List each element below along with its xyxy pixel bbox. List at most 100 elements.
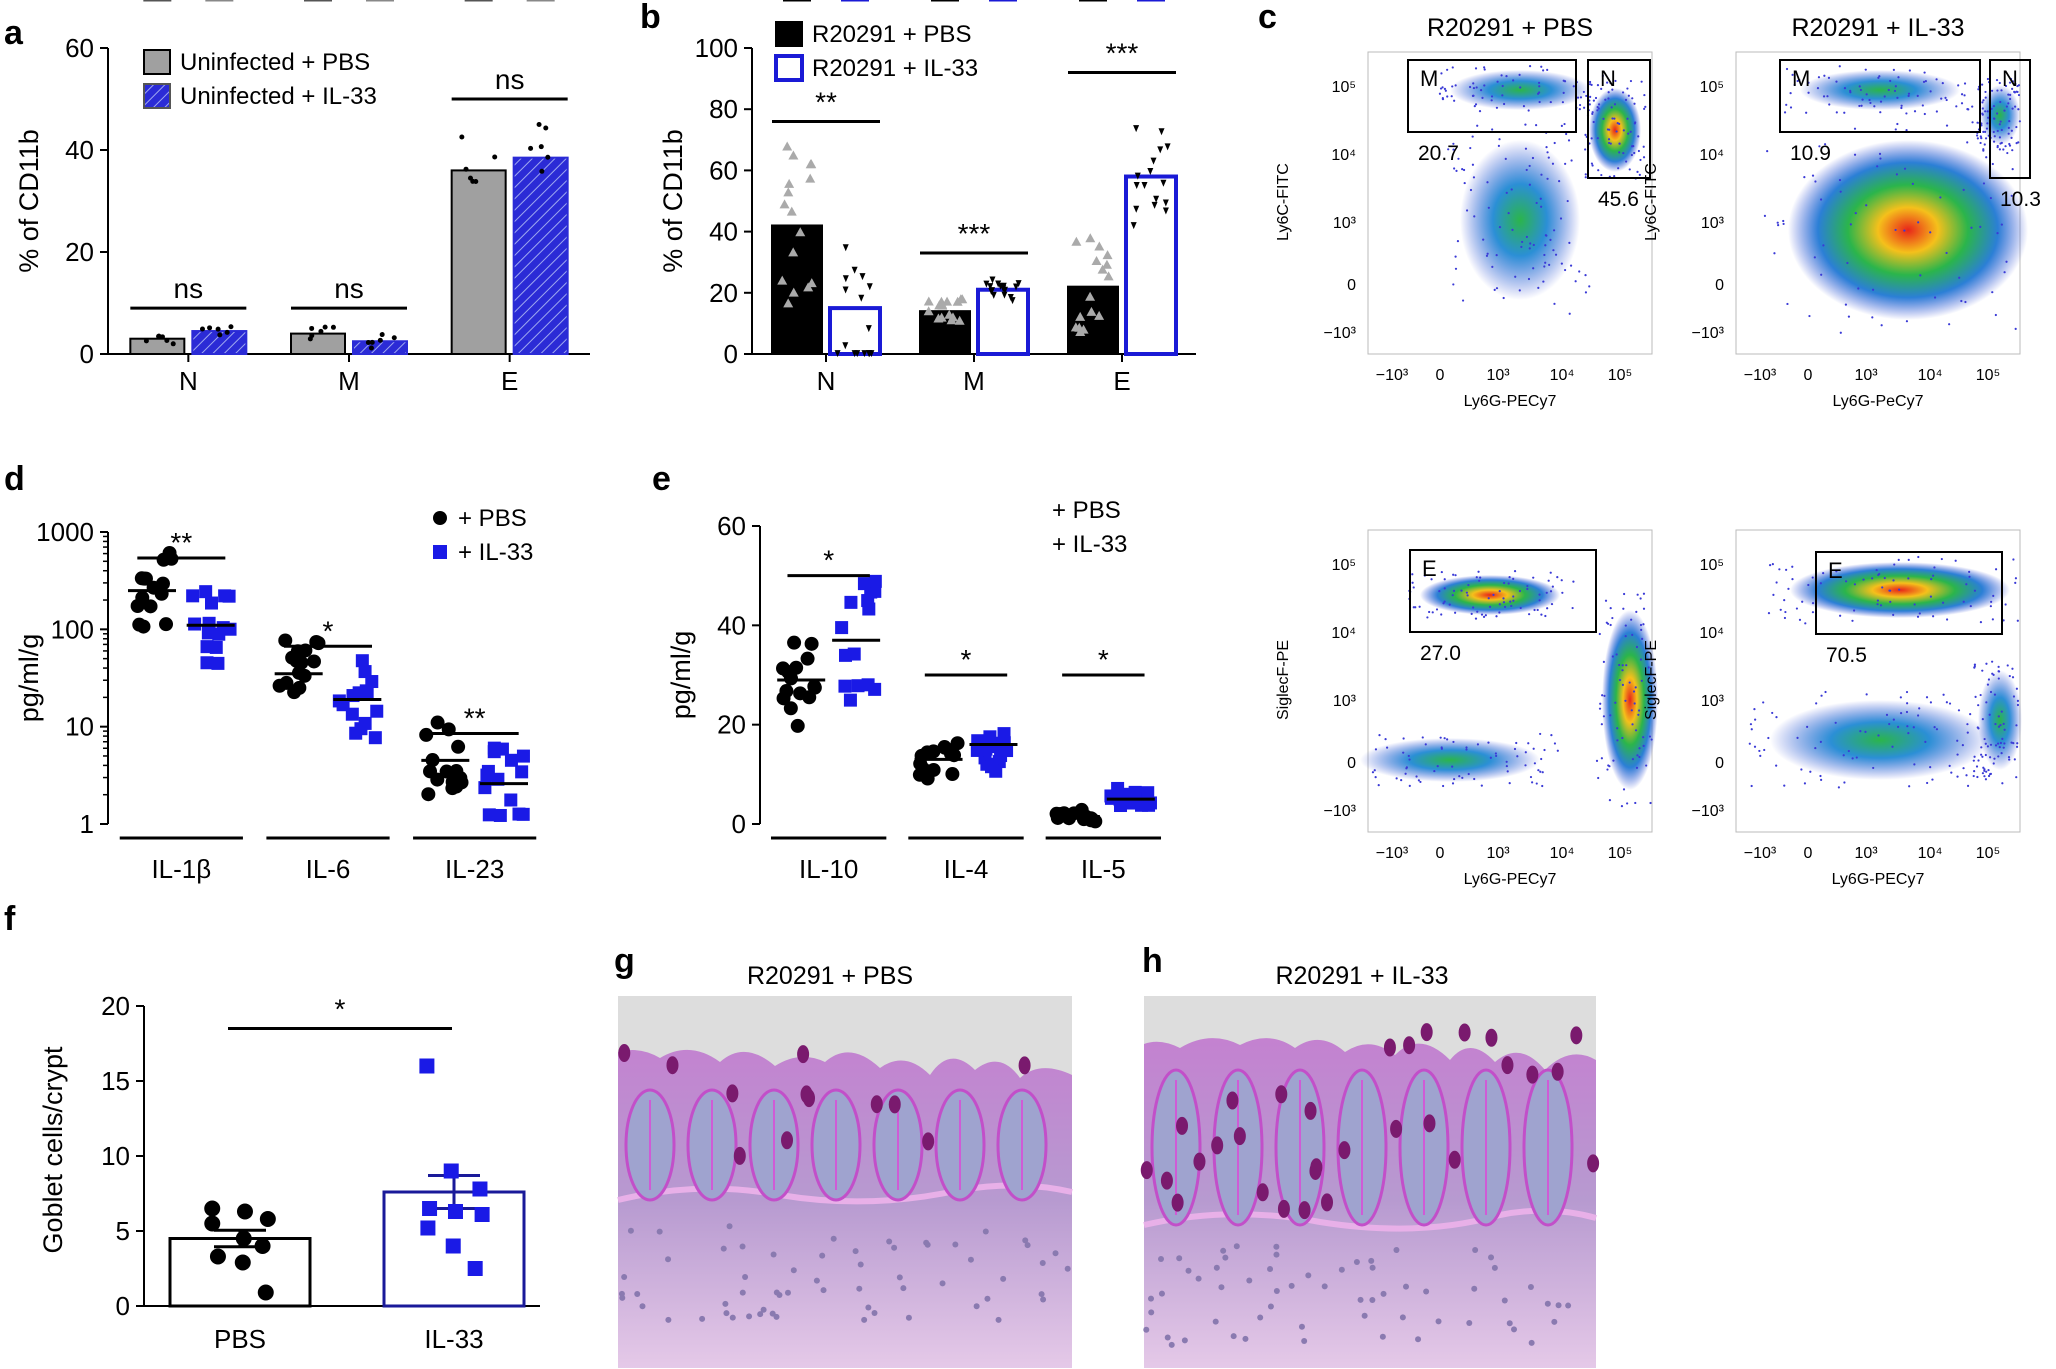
- event-dot: [1495, 254, 1498, 257]
- event-dot: [1754, 718, 1757, 721]
- event-dot: [1570, 159, 1573, 162]
- event-dot: [2004, 603, 2007, 606]
- event-dot: [1638, 747, 1641, 750]
- nucleus: [1176, 1255, 1183, 1262]
- event-dot: [1446, 738, 1449, 741]
- data-point: [355, 654, 369, 668]
- event-dot: [1783, 616, 1787, 620]
- event-dot: [1753, 745, 1757, 748]
- data-point: [467, 1261, 483, 1276]
- event-dot: [1808, 314, 1811, 318]
- data-point: [345, 707, 359, 721]
- event-dot: [1374, 776, 1377, 779]
- event-dot: [1513, 570, 1517, 573]
- event-dot: [1472, 86, 1476, 90]
- category-label: E: [501, 366, 518, 396]
- event-dot: [1526, 584, 1529, 588]
- data-point: [228, 324, 234, 330]
- event-dot: [1472, 606, 1475, 609]
- nucleus: [665, 1256, 672, 1263]
- data-point: [866, 283, 873, 291]
- nucleus: [813, 1277, 820, 1284]
- event-dot: [1893, 563, 1896, 566]
- event-dot: [1508, 576, 1511, 579]
- nucleus: [1357, 1296, 1364, 1303]
- event-dot: [1957, 84, 1960, 87]
- event-dot: [1807, 81, 1810, 84]
- event-dot: [1750, 728, 1753, 731]
- event-dot: [1510, 604, 1513, 608]
- event-dot: [1524, 147, 1528, 150]
- data-point: [528, 145, 534, 151]
- event-dot: [1466, 594, 1469, 597]
- data-point: [851, 266, 858, 274]
- event-dot: [1789, 91, 1792, 95]
- data-point: [493, 808, 507, 822]
- legend-label: + IL-33: [1052, 531, 1127, 558]
- data-point: [358, 665, 372, 679]
- event-dot: [1622, 788, 1626, 791]
- event-dot: [1456, 240, 1460, 243]
- nucleus: [699, 1315, 706, 1322]
- event-dot: [1945, 618, 1949, 621]
- event-dot: [1624, 634, 1627, 638]
- event-dot: [2010, 741, 2013, 744]
- data-point: [793, 686, 808, 701]
- data-point: [391, 335, 397, 341]
- event-dot: [1635, 610, 1638, 613]
- event-dot: [1916, 94, 1919, 97]
- event-dot: [1511, 228, 1514, 232]
- event-dot: [1512, 599, 1515, 602]
- event-dot: [2007, 755, 2011, 759]
- event-dot: [1450, 95, 1453, 98]
- event-dot: [1606, 128, 1610, 131]
- event-dot: [1925, 696, 1929, 699]
- event-dot: [1889, 600, 1892, 603]
- bar: [512, 156, 569, 355]
- event-dot: [1631, 758, 1635, 761]
- event-dot: [2008, 81, 2012, 84]
- panel-d-label: d: [4, 460, 25, 498]
- event-dot: [1501, 94, 1504, 97]
- goblet-cell: [1211, 1136, 1224, 1155]
- nucleus: [1353, 1259, 1360, 1266]
- data-point: [224, 329, 230, 335]
- event-dot: [1997, 677, 2000, 680]
- event-dot: [1633, 702, 1636, 705]
- panel-g-title: R20291 + PBS: [747, 962, 913, 990]
- event-dot: [1979, 135, 1982, 138]
- data-point: [143, 338, 149, 344]
- data-point: [330, 324, 336, 330]
- cell-density: [1770, 700, 1990, 780]
- event-dot: [1979, 621, 1983, 624]
- event-dot: [2015, 687, 2018, 690]
- event-dot: [1807, 91, 1810, 94]
- event-dot: [1811, 576, 1814, 579]
- event-dot: [1998, 123, 2001, 126]
- legend-label: + IL-33: [458, 539, 533, 566]
- event-dot: [1454, 255, 1457, 258]
- category-label: E: [1113, 366, 1130, 396]
- event-dot: [1548, 263, 1551, 266]
- panel-c-flow-plots: M 20.7 N 45.6 10⁵ 10⁴ 10³ 0 −10³ −10³ 0 10³ 10⁴ 10⁵ Ly…: [1275, 14, 2041, 888]
- goblet-cell: [1277, 1199, 1290, 1218]
- event-dot: [1822, 95, 1826, 98]
- event-dot: [1983, 737, 1986, 741]
- event-dot: [1804, 622, 1807, 625]
- event-dot: [1973, 589, 1977, 592]
- event-dot: [1932, 574, 1935, 577]
- event-dot: [1412, 586, 1415, 589]
- event-dot: [1759, 754, 1762, 757]
- event-dot: [1826, 95, 1829, 98]
- event-dot: [2012, 742, 2015, 745]
- event-dot: [1984, 742, 1987, 745]
- event-dot: [1531, 781, 1534, 784]
- event-dot: [1985, 701, 1988, 704]
- event-dot: [1537, 81, 1541, 84]
- event-dot: [1596, 84, 1600, 87]
- legend-marker: [433, 545, 447, 559]
- event-dot: [1976, 121, 1979, 124]
- event-dot: [1779, 608, 1782, 611]
- event-dot: [1627, 132, 1630, 135]
- y-tick-label: 40: [717, 610, 746, 640]
